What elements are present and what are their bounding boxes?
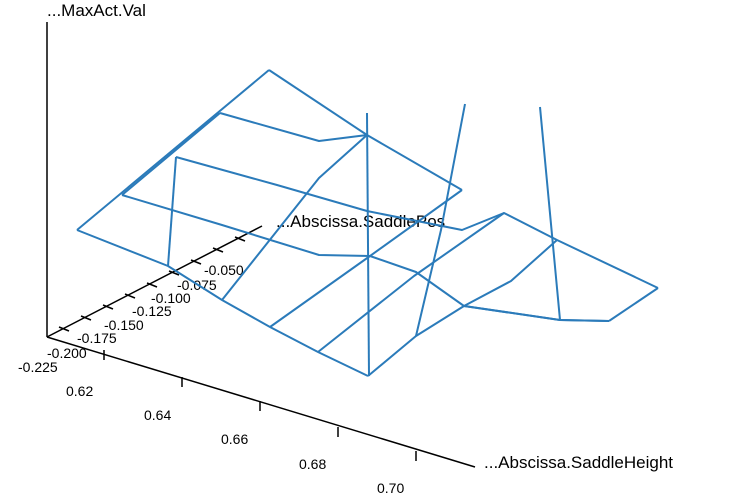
y-tick-mark	[80, 315, 92, 321]
axes	[46, 22, 476, 468]
y-tick-mark	[102, 304, 114, 310]
y-tick-mark	[234, 236, 246, 242]
y-tick-label: -0.100	[151, 290, 191, 306]
x-tick-label: 0.62	[66, 383, 93, 399]
x-axis-title: ...Abscissa.SaddleHeight	[484, 453, 673, 472]
y-tick-mark	[190, 259, 202, 265]
y-tick-label: -0.125	[132, 303, 172, 319]
y-ticks: -0.225 -0.200 -0.175 -0.150 -0.125 -0.10…	[18, 236, 246, 375]
y-tick-label: -0.050	[204, 262, 244, 278]
mesh-line	[367, 239, 558, 377]
surface-mesh	[76, 69, 659, 377]
y-tick-mark	[168, 270, 180, 276]
y-tick-label: -0.200	[47, 345, 87, 361]
mesh-spike	[463, 305, 610, 322]
y-tick-mark	[124, 293, 136, 299]
mesh-line	[608, 287, 659, 322]
y-axis-line	[46, 225, 263, 338]
y-axis-title: ...Abscissa.SaddlePos	[276, 212, 445, 231]
y-tick-label: -0.150	[104, 317, 144, 333]
x-tick-label: 0.66	[221, 431, 248, 447]
x-tick-label: 0.70	[377, 480, 404, 496]
mesh-line	[219, 112, 463, 191]
mesh-line	[268, 69, 368, 136]
mesh-line	[76, 69, 270, 231]
mesh-line	[121, 112, 221, 196]
y-tick-mark	[212, 247, 224, 253]
mesh-line	[317, 212, 505, 353]
x-ticks: 0.62 0.64 0.66 0.68 0.70	[66, 350, 417, 496]
mesh-line	[175, 156, 659, 289]
mesh-spike	[539, 106, 561, 321]
mesh-spike	[366, 112, 370, 377]
z-axis-title: ...MaxAct.Val	[47, 1, 146, 20]
y-tick-mark	[146, 282, 158, 288]
mesh-spike	[415, 103, 466, 337]
y-tick-label: -0.225	[18, 359, 58, 375]
x-axis-line	[46, 336, 476, 468]
x-tick-label: 0.68	[299, 456, 326, 472]
x-tick-label: 0.64	[144, 407, 171, 423]
mesh-line	[221, 134, 368, 301]
mesh-line	[167, 156, 177, 267]
y-tick-mark	[58, 326, 70, 332]
y-tick-label: -0.175	[77, 330, 117, 346]
mesh-line	[76, 229, 369, 377]
